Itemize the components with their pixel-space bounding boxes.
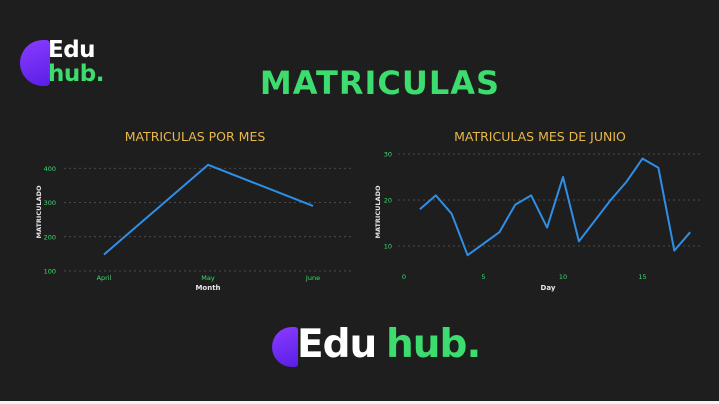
logo-text-hub: hub.	[386, 322, 481, 367]
x-tick-label: 0	[402, 273, 406, 281]
x-tick-label: June	[305, 274, 320, 282]
page-title: MATRICULAS	[259, 64, 501, 102]
y-tick-label: 10	[384, 243, 392, 251]
y-tick-label: 200	[44, 233, 56, 241]
series-line-june	[419, 157, 691, 257]
x-axis-label: Day	[541, 284, 556, 292]
x-tick-label: 15	[638, 273, 646, 281]
logo-text-hub: hub.	[48, 61, 104, 87]
x-tick-label: May	[201, 274, 215, 282]
eduhub-logo-bottom: Edu hub.	[272, 322, 502, 378]
series-line-monthly	[103, 163, 314, 256]
logo-half-circle-icon	[272, 327, 298, 367]
x-tick-label: April	[97, 274, 112, 282]
bottom-strip	[0, 401, 719, 404]
y-tick-label: 400	[44, 165, 56, 173]
y-axis-label: MATRICULADO	[35, 185, 43, 238]
y-tick-label: 300	[44, 199, 56, 207]
x-tick-label: 10	[559, 273, 567, 281]
y-tick-label: 100	[44, 268, 56, 276]
logo-text-edu: Edu	[297, 322, 377, 367]
x-tick-label: 5	[481, 273, 485, 281]
y-tick-label: 20	[384, 197, 392, 205]
y-axis-label: MATRICULADO	[374, 185, 382, 238]
y-tick-label: 30	[384, 151, 392, 159]
chart-title-june: MATRICULAS MES DE JUNIO	[454, 129, 626, 144]
x-axis-label: Month	[195, 284, 220, 292]
logo-half-circle-icon	[20, 40, 50, 86]
eduhub-logo-top: Edu hub.	[20, 38, 120, 90]
chart-title-monthly: MATRICULAS POR MES	[124, 129, 266, 144]
logo-text-edu: Edu	[48, 37, 96, 63]
